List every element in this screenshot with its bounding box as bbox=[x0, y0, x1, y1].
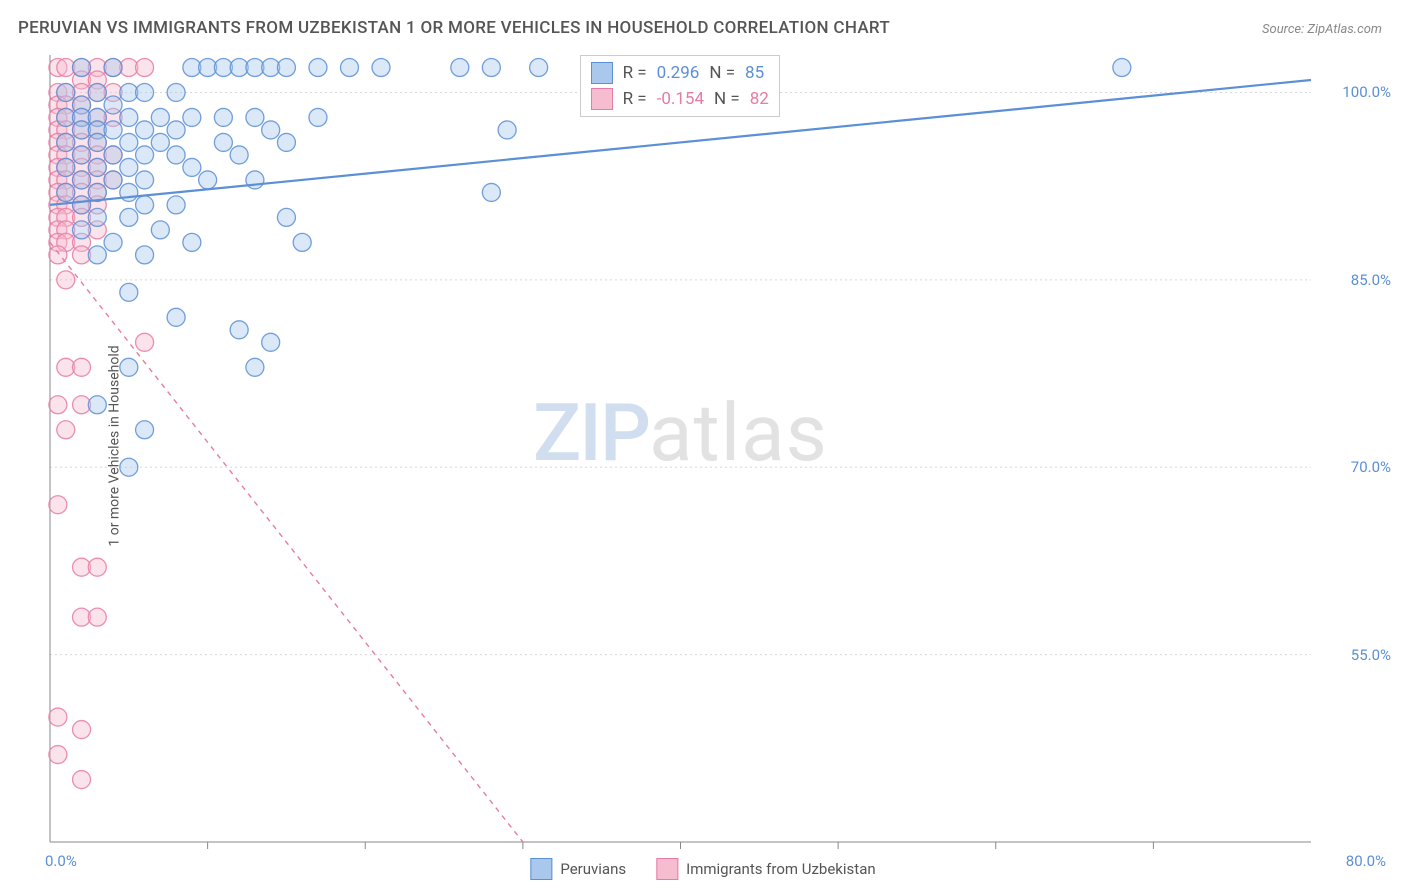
n-value-series-2: 82 bbox=[750, 89, 769, 109]
legend-item-series-1: Peruvians bbox=[530, 858, 626, 880]
r-label: R = bbox=[623, 63, 647, 83]
legend-swatch-pink bbox=[591, 88, 613, 110]
x-axis-max-label: 80.0% bbox=[1346, 852, 1386, 870]
stats-row-series-1: R = 0.296 N = 85 bbox=[591, 60, 769, 86]
y-tick-label: 55.0% bbox=[1351, 646, 1391, 664]
legend-label-series-2: Immigrants from Uzbekistan bbox=[686, 860, 876, 878]
legend-swatch-blue bbox=[591, 62, 613, 84]
legend-label-series-1: Peruvians bbox=[560, 860, 626, 878]
legend-swatch-blue bbox=[530, 858, 552, 880]
legend-item-series-2: Immigrants from Uzbekistan bbox=[656, 858, 876, 880]
stats-legend-box: R = 0.296 N = 85 R = -0.154 N = 82 bbox=[580, 55, 780, 117]
y-tick-label: 100.0% bbox=[1342, 83, 1391, 101]
n-label: N = bbox=[709, 63, 735, 83]
chart-plot-area: ZIPatlas R = 0.296 N = 85 R = -0.154 N =… bbox=[50, 55, 1311, 842]
source-attribution: Source: ZipAtlas.com bbox=[1262, 22, 1382, 37]
n-label: N = bbox=[714, 89, 740, 109]
series-legend: Peruvians Immigrants from Uzbekistan bbox=[530, 858, 875, 880]
scatter-plot-svg bbox=[50, 55, 1311, 842]
y-tick-label: 70.0% bbox=[1351, 458, 1391, 476]
stats-row-series-2: R = -0.154 N = 82 bbox=[591, 86, 769, 112]
r-label: R = bbox=[623, 89, 647, 109]
chart-title: PERUVIAN VS IMMIGRANTS FROM UZBEKISTAN 1… bbox=[18, 18, 890, 38]
r-value-series-1: 0.296 bbox=[657, 63, 700, 83]
y-tick-label: 85.0% bbox=[1351, 271, 1391, 289]
x-axis-origin-label: 0.0% bbox=[45, 852, 77, 870]
r-value-series-2: -0.154 bbox=[657, 89, 704, 109]
legend-swatch-pink bbox=[656, 858, 678, 880]
n-value-series-1: 85 bbox=[745, 63, 764, 83]
